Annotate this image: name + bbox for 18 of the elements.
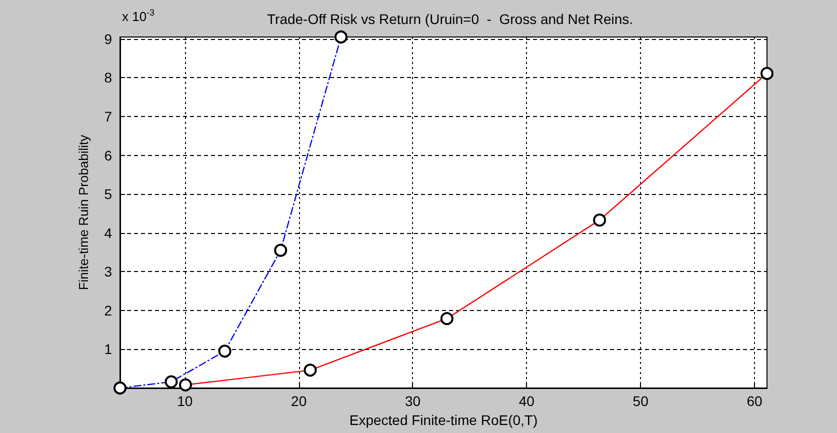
- x-tick-label: 20: [291, 393, 307, 409]
- y-tick-label: 3: [104, 264, 112, 280]
- y-axis-title: Finite-time Ruin Probability: [76, 134, 91, 290]
- chart-title: Trade-Off Risk vs Return (Uruin=0 - Gross and Net Reins.: [267, 11, 634, 27]
- y-tick-label: 7: [104, 108, 112, 125]
- x-tick-label: 30: [404, 393, 421, 409]
- x-tick-label: 50: [632, 393, 649, 409]
- y-tick-label: 6: [104, 147, 112, 164]
- y-tick-label: 8: [104, 70, 112, 86]
- x-tick-label: 10: [177, 393, 193, 409]
- x-tick-label: 60: [746, 393, 762, 409]
- x-axis-title: Expected Finite-time RoE(0,T): [349, 412, 538, 428]
- y-tick-label: 2: [104, 302, 112, 318]
- y-tick-label: 9: [104, 30, 112, 47]
- y-tick-label: 5: [104, 186, 112, 202]
- y-tick-label: 1: [104, 341, 112, 358]
- x-tick-label: 40: [518, 393, 535, 409]
- y-tick-label: 4: [104, 224, 112, 241]
